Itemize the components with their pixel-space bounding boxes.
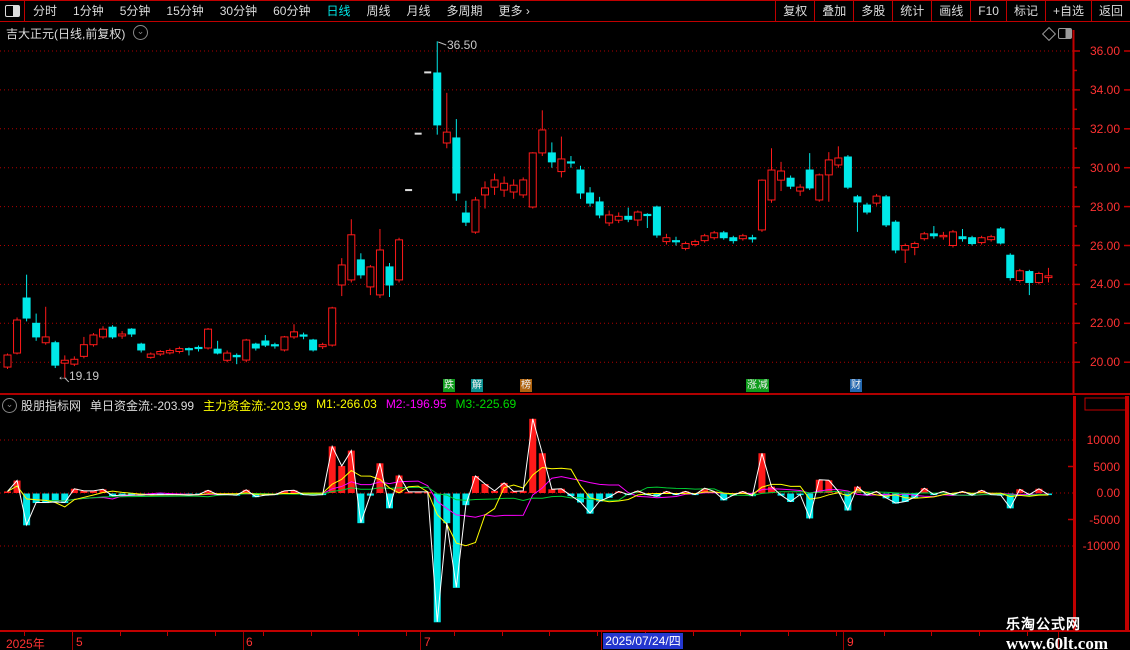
period-tab-7[interactable]: 周线 xyxy=(366,4,391,18)
toolbar-button-5[interactable]: F10 xyxy=(970,1,1006,21)
price-tick-label: 30.00 xyxy=(1089,160,1120,175)
week-tick xyxy=(24,632,25,636)
week-tick xyxy=(788,632,789,636)
price-tick-label: 32.00 xyxy=(1089,121,1120,136)
page-title: 吉大正元(日线,前复权) xyxy=(6,27,126,41)
period-tab-0[interactable]: 分时 xyxy=(33,4,58,18)
week-tick xyxy=(502,632,503,636)
week-tick xyxy=(263,632,264,636)
week-tick xyxy=(693,632,694,636)
week-tick xyxy=(979,632,980,636)
flow-readout-3: M1:-266.03 xyxy=(316,396,377,411)
flow-readout-2: 主力资金流:-203.99 xyxy=(203,398,308,413)
toolbar-button-4[interactable]: 画线 xyxy=(931,1,970,21)
flow-readout-0: 股朋指标网 xyxy=(21,398,82,413)
price-tick-label: 26.00 xyxy=(1089,238,1120,253)
toolbar-button-3[interactable]: 统计 xyxy=(892,1,931,21)
period-tab-5[interactable]: 60分钟 xyxy=(273,4,311,18)
flow-tick-label: 5000 xyxy=(1093,459,1120,474)
month-divider xyxy=(843,632,844,650)
week-tick xyxy=(836,632,837,636)
price-tick-label: 24.00 xyxy=(1089,277,1120,292)
month-label: 5 xyxy=(76,635,83,649)
period-tab-6[interactable]: 日线 xyxy=(326,4,351,18)
selected-date-badge[interactable]: 2025/07/24/四 xyxy=(603,633,683,649)
event-tag-涨[interactable]: 涨 xyxy=(746,379,758,392)
week-tick xyxy=(884,632,885,636)
week-tick xyxy=(931,632,932,636)
toolbar-button-8[interactable]: 返回 xyxy=(1090,1,1130,21)
period-tab-8[interactable]: 月线 xyxy=(406,4,431,18)
week-tick xyxy=(740,632,741,636)
price-tick-label: 34.00 xyxy=(1089,82,1120,97)
event-tag-解[interactable]: 解 xyxy=(471,379,483,392)
event-tag-榜[interactable]: 榜 xyxy=(520,379,532,392)
chevron-down-icon[interactable]: ⌄ xyxy=(133,25,148,40)
week-tick xyxy=(358,632,359,636)
event-tag-财[interactable]: 财 xyxy=(850,379,862,392)
money-flow-chart[interactable] xyxy=(0,396,1130,630)
pane-layout-icon[interactable] xyxy=(1058,28,1072,39)
toolbar-button-1[interactable]: 叠加 xyxy=(814,1,853,21)
week-tick xyxy=(1027,632,1028,636)
week-tick xyxy=(549,632,550,636)
flow-readout-1: 单日资金流:-203.99 xyxy=(90,398,195,413)
period-tabs: 分时 1分钟 5分钟 15分钟 30分钟 60分钟 日线 周线 月线 多周期 更多 › xyxy=(25,1,538,21)
flow-tick-label: -5000 xyxy=(1089,512,1120,527)
event-tag-减[interactable]: 减 xyxy=(757,379,769,392)
year-label: 2025年 xyxy=(6,637,45,650)
split-view-icon xyxy=(4,5,20,17)
week-tick xyxy=(454,632,455,636)
month-label: 6 xyxy=(246,635,253,649)
split-view-button[interactable] xyxy=(0,1,25,21)
month-divider xyxy=(1058,632,1059,650)
toolbar-button-7[interactable]: +自选 xyxy=(1044,1,1091,21)
period-tab-2[interactable]: 5分钟 xyxy=(119,4,151,18)
flow-tick-label: -10000 xyxy=(1082,539,1120,553)
toolbar-button-6[interactable]: 标记 xyxy=(1005,1,1045,21)
month-label: 9 xyxy=(847,635,854,649)
price-tick-label: 22.00 xyxy=(1089,316,1120,331)
month-divider xyxy=(243,632,244,650)
month-divider xyxy=(72,632,73,650)
period-tab-9[interactable]: 多周期 xyxy=(446,4,483,18)
price-tick-label: 28.00 xyxy=(1089,199,1120,214)
toolbar: 分时 1分钟 5分钟 15分钟 30分钟 60分钟 日线 周线 月线 多周期 更多 › 复权 叠加 多股… xyxy=(0,0,1130,22)
high-price-label: 36.50 xyxy=(447,38,478,52)
event-tag-跌[interactable]: 跌 xyxy=(443,379,455,392)
week-tick xyxy=(120,632,121,636)
low-price-label: ←19.19 xyxy=(57,369,100,383)
month-divider xyxy=(601,632,602,650)
toolbar-actions: 复权 叠加 多股 统计 画线 F10 标记 +自选 返回 xyxy=(775,1,1130,21)
price-tick-label: 20.00 xyxy=(1089,355,1120,370)
period-tab-1[interactable]: 1分钟 xyxy=(73,4,104,18)
period-tab-4[interactable]: 30分钟 xyxy=(219,4,258,18)
flow-tick-label: 10000 xyxy=(1086,433,1120,447)
candlestick-chart[interactable] xyxy=(0,30,1130,395)
title-bar: 吉大正元(日线,前复权) ⌄ xyxy=(0,22,1130,42)
month-label: 7 xyxy=(424,635,431,649)
indicator-header: ⌄ 股朋指标网 单日资金流:-203.99 主力资金流:-203.99 M1:-266… xyxy=(2,396,525,413)
flow-tick-label: 0.00 xyxy=(1096,486,1120,500)
period-tab-3[interactable]: 15分钟 xyxy=(166,4,204,18)
chevron-down-icon[interactable]: ⌄ xyxy=(2,397,17,413)
week-tick xyxy=(597,632,598,636)
flow-readout-4: M2:-196.95 xyxy=(385,396,447,411)
week-tick xyxy=(406,632,407,636)
flow-readout-5: M3:-225.69 xyxy=(455,396,517,411)
week-tick xyxy=(167,632,168,636)
date-axis-strip: 2025年 2025/07/24/四 5 6 7 9 xyxy=(0,630,1130,650)
month-divider xyxy=(420,632,421,650)
period-tab-10[interactable]: 更多 › xyxy=(498,4,530,18)
week-tick xyxy=(311,632,312,636)
toolbar-button-2[interactable]: 多股 xyxy=(853,1,892,21)
price-tick-label: 36.00 xyxy=(1089,44,1120,58)
toolbar-button-0[interactable]: 复权 xyxy=(775,1,814,21)
week-tick xyxy=(215,632,216,636)
week-tick xyxy=(72,632,73,636)
panel-separator xyxy=(0,393,1130,395)
